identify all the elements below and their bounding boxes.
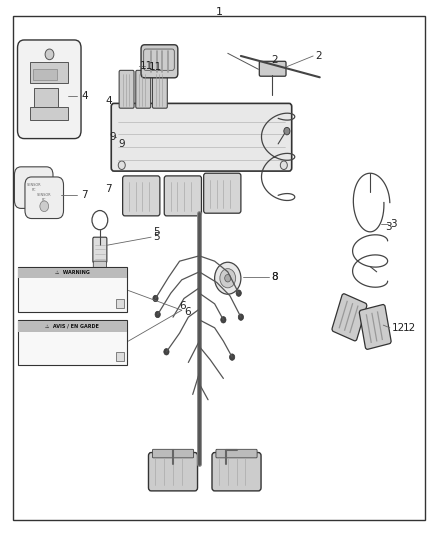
FancyBboxPatch shape xyxy=(216,449,257,458)
Circle shape xyxy=(221,317,226,323)
FancyBboxPatch shape xyxy=(18,40,81,139)
Text: 7: 7 xyxy=(81,190,88,199)
Text: ⚠  AVIS / EN GARDE: ⚠ AVIS / EN GARDE xyxy=(45,323,99,328)
Text: 4: 4 xyxy=(81,91,88,101)
Circle shape xyxy=(29,191,38,201)
Text: 11: 11 xyxy=(140,61,153,71)
Circle shape xyxy=(40,201,49,212)
Bar xyxy=(18,268,127,278)
FancyBboxPatch shape xyxy=(93,237,107,263)
FancyBboxPatch shape xyxy=(111,103,292,171)
Bar xyxy=(34,88,58,107)
Text: 5: 5 xyxy=(153,227,160,237)
FancyBboxPatch shape xyxy=(93,261,106,273)
FancyBboxPatch shape xyxy=(332,294,367,341)
Circle shape xyxy=(220,269,236,288)
Text: 9: 9 xyxy=(110,132,116,142)
Circle shape xyxy=(225,274,231,282)
Circle shape xyxy=(118,161,125,169)
FancyBboxPatch shape xyxy=(14,167,53,208)
Bar xyxy=(18,266,127,312)
Text: 2: 2 xyxy=(315,51,322,61)
Text: 2: 2 xyxy=(272,55,278,64)
Text: 6: 6 xyxy=(184,307,191,317)
FancyBboxPatch shape xyxy=(25,177,64,219)
Circle shape xyxy=(153,295,158,302)
Circle shape xyxy=(155,311,160,318)
FancyBboxPatch shape xyxy=(123,176,160,216)
Bar xyxy=(116,352,124,361)
FancyBboxPatch shape xyxy=(212,453,261,491)
Circle shape xyxy=(45,49,54,60)
Bar xyxy=(33,69,57,80)
FancyBboxPatch shape xyxy=(204,173,241,213)
Bar xyxy=(116,299,124,308)
FancyBboxPatch shape xyxy=(259,61,286,76)
Text: 1: 1 xyxy=(215,7,223,17)
Text: SENSOR
FC: SENSOR FC xyxy=(37,193,52,202)
FancyBboxPatch shape xyxy=(152,449,194,458)
FancyBboxPatch shape xyxy=(152,70,167,108)
Circle shape xyxy=(284,127,290,135)
Text: 3: 3 xyxy=(385,222,392,231)
Text: 12: 12 xyxy=(403,323,416,333)
Bar xyxy=(18,320,127,365)
Circle shape xyxy=(280,161,287,169)
Text: SENSOR
FC: SENSOR FC xyxy=(26,183,41,192)
Bar xyxy=(30,107,68,120)
Text: 11: 11 xyxy=(149,62,162,71)
Text: 7: 7 xyxy=(105,184,112,194)
FancyBboxPatch shape xyxy=(119,70,134,108)
Text: 4: 4 xyxy=(105,96,112,106)
FancyBboxPatch shape xyxy=(136,70,151,108)
Circle shape xyxy=(164,349,169,355)
FancyBboxPatch shape xyxy=(141,45,178,78)
Text: 12: 12 xyxy=(392,323,405,333)
Text: 8: 8 xyxy=(272,272,278,282)
Circle shape xyxy=(238,314,244,320)
Text: 3: 3 xyxy=(390,219,396,229)
Circle shape xyxy=(230,354,235,360)
Bar xyxy=(18,321,127,332)
FancyBboxPatch shape xyxy=(164,176,201,216)
Text: ⚠  WARNING: ⚠ WARNING xyxy=(55,270,90,275)
Text: 6: 6 xyxy=(180,302,186,311)
Text: 5: 5 xyxy=(153,232,160,242)
FancyBboxPatch shape xyxy=(148,453,198,491)
Circle shape xyxy=(215,262,241,294)
Text: 8: 8 xyxy=(272,272,278,282)
Bar xyxy=(30,62,68,83)
Text: 9: 9 xyxy=(118,139,125,149)
FancyBboxPatch shape xyxy=(359,304,391,349)
Circle shape xyxy=(236,290,241,296)
